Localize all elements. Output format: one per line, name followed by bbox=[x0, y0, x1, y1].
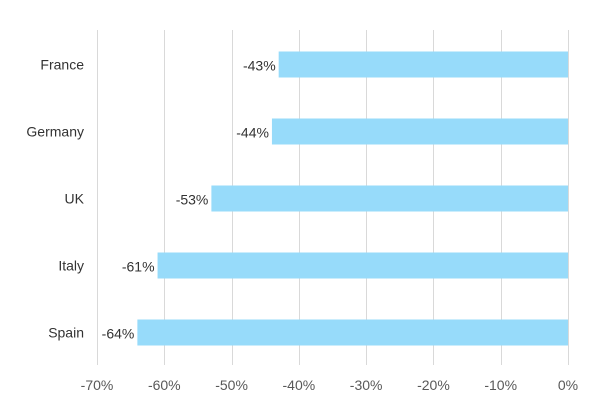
data-label: -61% bbox=[122, 259, 155, 275]
data-labels: -43% -44% -53% -61% -64% bbox=[102, 58, 276, 342]
data-label: -43% bbox=[243, 58, 276, 74]
category-label: Germany bbox=[26, 124, 84, 140]
data-label: -64% bbox=[102, 326, 135, 342]
category-label: UK bbox=[65, 191, 85, 207]
bar-italy bbox=[157, 252, 569, 279]
x-axis-tick-labels: -70% -60% -50% -40% -30% -20% -10% 0% bbox=[81, 377, 578, 393]
data-label: -44% bbox=[236, 125, 269, 141]
data-label: -53% bbox=[176, 192, 209, 208]
x-tick-label: -60% bbox=[148, 377, 181, 393]
x-tick-label: -50% bbox=[215, 377, 248, 393]
x-tick-label: -70% bbox=[81, 377, 114, 393]
x-tick-label: 0% bbox=[558, 377, 578, 393]
bar-france bbox=[278, 51, 568, 78]
x-tick-label: -30% bbox=[350, 377, 383, 393]
category-label: France bbox=[40, 57, 84, 73]
x-tick-label: -20% bbox=[417, 377, 450, 393]
bar-germany bbox=[271, 118, 568, 145]
category-labels: France Germany UK Italy Spain bbox=[26, 57, 84, 341]
bar-uk bbox=[211, 185, 568, 212]
x-tick-label: -10% bbox=[484, 377, 517, 393]
x-tick-label: -40% bbox=[283, 377, 316, 393]
bars bbox=[137, 51, 569, 346]
bar-spain bbox=[137, 319, 568, 346]
category-label: Italy bbox=[58, 258, 84, 274]
category-label: Spain bbox=[48, 325, 84, 341]
